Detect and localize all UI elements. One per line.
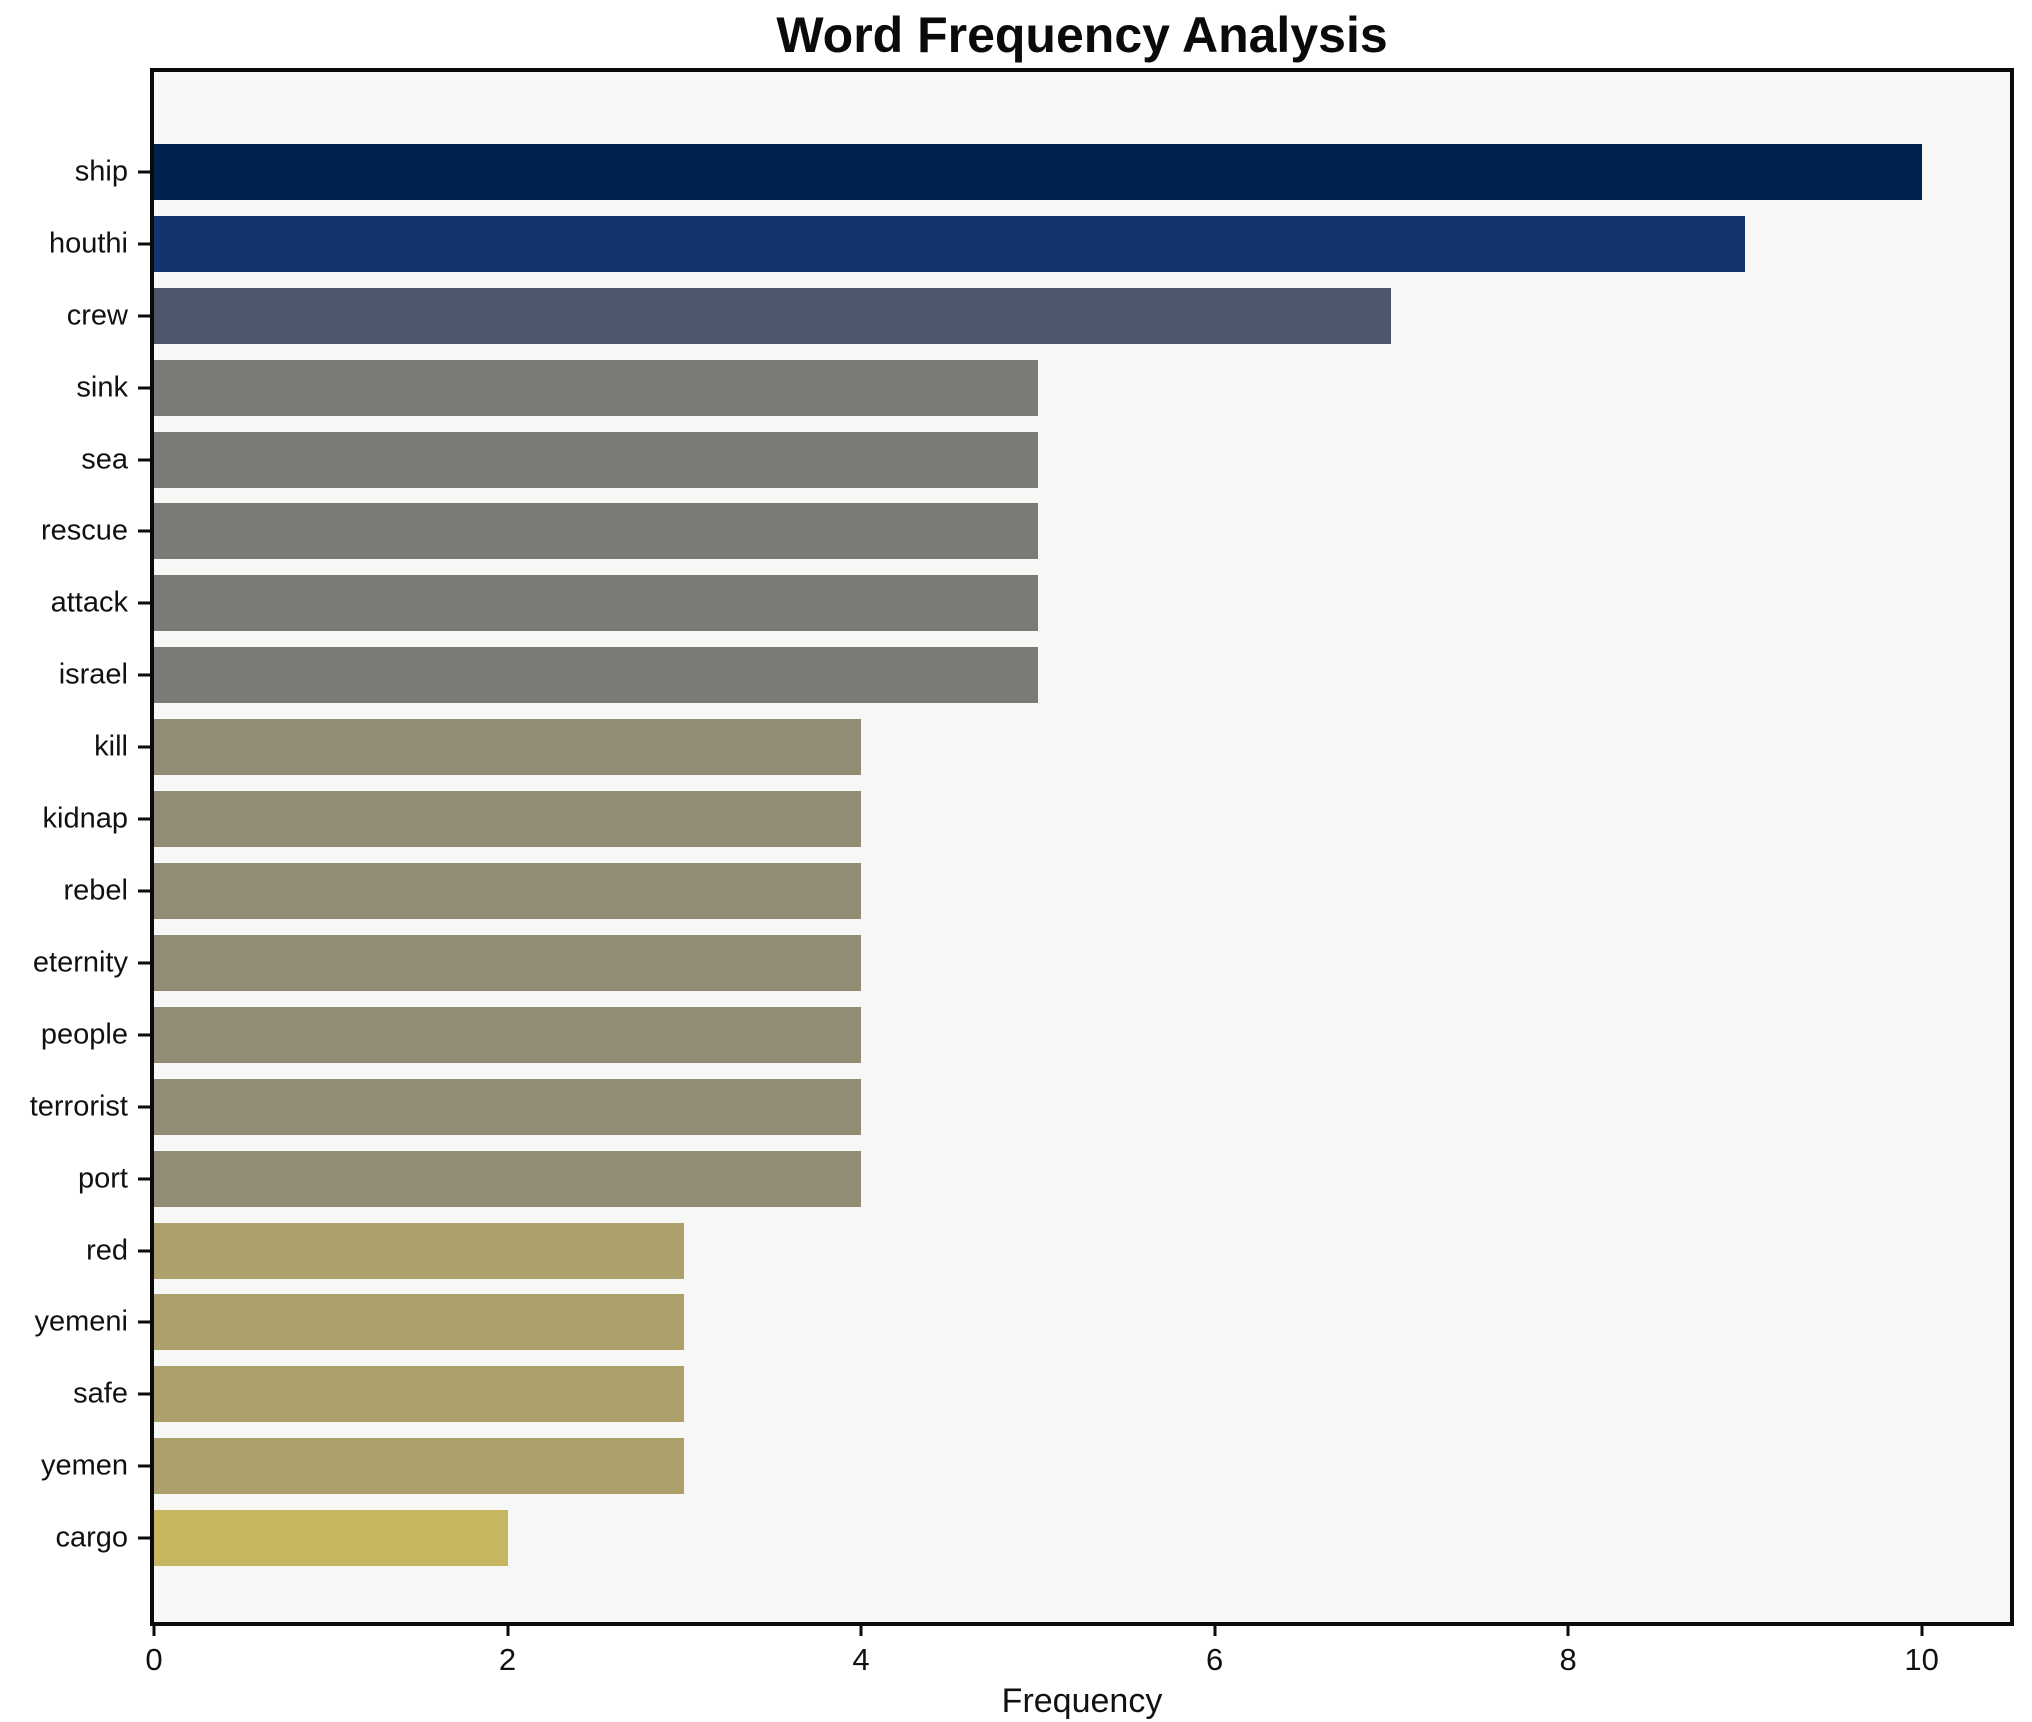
bar-row: eternity <box>33 927 2010 999</box>
x-axis-label: Frequency <box>1001 1682 1163 1720</box>
y-tick-label: eternity <box>32 946 128 979</box>
y-tick-label: yemen <box>40 1449 128 1482</box>
x-tick-label: 8 <box>1559 1642 1577 1677</box>
y-tick-label: cargo <box>55 1521 128 1554</box>
y-tick <box>138 889 150 893</box>
bar <box>154 503 1038 560</box>
bar <box>154 143 1922 200</box>
bar <box>154 1222 685 1279</box>
x-tick <box>152 1626 156 1636</box>
bar <box>154 1078 862 1135</box>
y-tick <box>138 601 150 605</box>
bar-row: kidnap <box>43 783 2010 855</box>
bar-row: ship <box>75 136 2010 208</box>
plot-area: ship houthi crew sink sea rescue attack israel k… <box>30 68 2014 1626</box>
y-tick-label: red <box>86 1234 128 1267</box>
bar <box>154 1366 685 1423</box>
y-tick <box>138 170 150 174</box>
bar-row: houthi <box>49 208 2010 280</box>
y-tick <box>138 1464 150 1468</box>
y-tick <box>138 745 150 749</box>
bar-row: red <box>86 1215 2010 1287</box>
y-tick <box>138 961 150 965</box>
bar <box>154 287 1392 344</box>
bar <box>154 575 1038 632</box>
y-tick <box>138 1249 150 1253</box>
bar <box>154 215 1745 272</box>
bar-row: port <box>78 1143 2010 1215</box>
y-tick <box>138 1177 150 1181</box>
y-tick <box>138 1320 150 1324</box>
y-tick-label: safe <box>73 1377 128 1410</box>
bar <box>154 1438 685 1495</box>
bar-row: people <box>41 999 2010 1071</box>
bar-row: terrorist <box>30 1071 2010 1143</box>
bar <box>154 1510 508 1567</box>
y-tick-label: ship <box>74 155 128 188</box>
bar-row: kill <box>94 711 2010 783</box>
x-tick <box>1920 1626 1924 1636</box>
x-tick <box>1566 1626 1570 1636</box>
bar-row: rebel <box>64 855 2010 927</box>
y-tick-label: houthi <box>48 227 128 260</box>
y-tick-label: yemeni <box>34 1305 129 1338</box>
bar-row: sea <box>81 424 2010 496</box>
y-tick-label: rebel <box>63 874 129 907</box>
y-tick-label: sink <box>76 371 128 404</box>
bar <box>154 647 1038 704</box>
bar <box>154 934 862 991</box>
x-tick-label: 0 <box>145 1642 163 1677</box>
bar-row: rescue <box>41 496 2010 568</box>
bar <box>154 1006 862 1063</box>
y-tick <box>138 242 150 246</box>
x-tick-label: 6 <box>1205 1642 1224 1677</box>
bar-row: safe <box>73 1358 2010 1430</box>
bar <box>154 359 1038 416</box>
y-tick-label: sea <box>81 443 128 476</box>
x-tick <box>506 1626 510 1636</box>
bar-row: yemen <box>41 1430 2010 1502</box>
bar-row: attack <box>51 567 2010 639</box>
y-tick-label: port <box>78 1162 128 1195</box>
x-tick-label: 4 <box>852 1642 870 1677</box>
y-tick <box>138 1105 150 1109</box>
bar <box>154 863 862 920</box>
bar-row: yemeni <box>35 1287 2010 1359</box>
bars-container: ship houthi crew sink sea rescue attack israel k… <box>30 72 2010 1622</box>
bar <box>154 791 862 848</box>
bar <box>154 1294 685 1351</box>
bar <box>154 1150 862 1207</box>
y-tick <box>138 314 150 318</box>
y-tick <box>138 673 150 677</box>
y-tick <box>138 1033 150 1037</box>
y-tick-label: israel <box>58 658 128 691</box>
y-tick-label: crew <box>66 299 128 332</box>
y-tick-label: people <box>40 1018 128 1051</box>
y-tick-label: rescue <box>40 514 128 547</box>
y-tick-label: kidnap <box>42 802 128 835</box>
x-tick-label: 2 <box>498 1642 517 1677</box>
x-tick <box>1213 1626 1217 1636</box>
y-tick <box>138 458 150 462</box>
y-tick-label: kill <box>94 730 128 763</box>
x-tick-label: 10 <box>1904 1642 1939 1677</box>
bar-row: israel <box>59 639 2010 711</box>
bar-row: sink <box>76 352 2010 424</box>
bar <box>154 719 862 776</box>
y-tick <box>138 1392 150 1396</box>
y-tick <box>138 386 150 390</box>
y-tick <box>138 817 150 821</box>
x-tick <box>859 1626 863 1636</box>
chart-title: Word Frequency Analysis <box>776 7 1388 63</box>
bar-row: cargo <box>55 1502 2010 1574</box>
bar <box>154 431 1038 488</box>
y-tick <box>138 529 150 533</box>
bar-row: crew <box>67 280 2010 352</box>
y-tick-label: attack <box>50 586 128 619</box>
y-tick <box>138 1536 150 1540</box>
y-tick-label: terrorist <box>29 1090 128 1123</box>
